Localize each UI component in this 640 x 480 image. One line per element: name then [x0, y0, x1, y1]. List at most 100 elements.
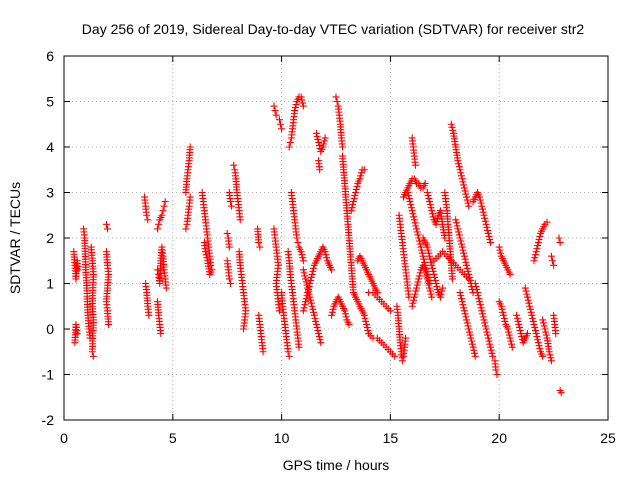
- data-point: [304, 289, 312, 297]
- data-point: [301, 301, 309, 309]
- data-point: [461, 187, 469, 195]
- data-point: [529, 314, 537, 322]
- data-point: [478, 307, 486, 315]
- data-point: [315, 333, 323, 341]
- data-point: [501, 317, 509, 325]
- data-point: [467, 334, 475, 342]
- data-point: [468, 337, 476, 345]
- data-point: [256, 243, 264, 251]
- data-point: [454, 225, 462, 233]
- data-point: [428, 261, 436, 269]
- data-point: [476, 193, 484, 201]
- data-point: [460, 181, 468, 189]
- data-point: [315, 330, 323, 338]
- data-point: [295, 343, 303, 351]
- data-point: [480, 211, 488, 219]
- x-tick-label: 20: [491, 430, 507, 446]
- data-point: [540, 322, 548, 330]
- data-point: [426, 201, 434, 209]
- data-point: [457, 292, 465, 300]
- data-point: [294, 239, 302, 247]
- data-point: [162, 284, 170, 292]
- data-point: [332, 93, 340, 101]
- data-point: [480, 316, 488, 324]
- data-point: [434, 214, 442, 222]
- data-point: [476, 301, 484, 309]
- data-point: [472, 283, 480, 291]
- data-point: [352, 189, 360, 196]
- chart-title: Day 256 of 2019, Sidereal Day-to-day VTE…: [82, 21, 585, 37]
- data-point: [489, 352, 497, 360]
- data-point: [302, 278, 310, 286]
- data-point: [426, 287, 434, 295]
- data-point: [204, 257, 212, 265]
- data-point: [473, 289, 481, 297]
- data-point: [310, 308, 318, 316]
- data-point: [492, 366, 500, 374]
- data-point: [485, 337, 493, 345]
- data-point: [421, 179, 429, 187]
- data-point: [360, 166, 368, 174]
- data-point: [473, 286, 481, 294]
- data-point: [555, 234, 563, 242]
- data-point: [534, 336, 542, 344]
- data-point: [425, 249, 433, 257]
- data-point: [535, 236, 543, 244]
- data-point: [459, 246, 467, 254]
- data-point: [459, 301, 467, 309]
- data-point: [413, 228, 421, 236]
- data-point: [406, 198, 414, 206]
- data-point: [299, 307, 307, 315]
- data-point: [542, 331, 550, 339]
- data-point: [430, 270, 438, 278]
- data-point: [547, 354, 555, 362]
- data-point: [353, 182, 361, 190]
- data-point: [272, 111, 280, 119]
- data-point: [465, 325, 473, 333]
- data-point: [422, 269, 430, 277]
- data-point: [455, 231, 463, 239]
- data-point: [297, 248, 305, 256]
- data-point: [457, 295, 465, 303]
- data-point: [462, 190, 470, 198]
- data-point: [484, 229, 492, 237]
- data-point: [405, 195, 413, 203]
- data-point: [342, 313, 350, 321]
- y-tick-label: 1: [46, 276, 54, 292]
- data-points: [70, 93, 565, 397]
- data-point: [421, 266, 429, 274]
- data-point: [508, 340, 516, 348]
- data-point: [463, 316, 471, 324]
- data-point: [531, 323, 539, 331]
- data-point: [429, 267, 437, 275]
- data-point: [161, 198, 169, 206]
- data-point: [424, 192, 432, 200]
- data-point: [363, 323, 371, 331]
- data-point: [483, 328, 491, 336]
- data-point: [529, 317, 537, 325]
- data-point: [313, 132, 321, 140]
- data-point: [428, 210, 436, 218]
- data-point: [299, 266, 307, 274]
- data-point: [284, 348, 292, 356]
- data-point: [549, 257, 557, 265]
- data-point: [456, 234, 464, 242]
- data-point: [484, 226, 492, 234]
- data-point: [423, 189, 431, 196]
- data-point: [453, 222, 461, 230]
- data-point: [484, 331, 492, 339]
- data-point: [532, 248, 540, 256]
- data-point: [498, 305, 506, 313]
- data-point: [298, 96, 306, 104]
- data-point: [465, 202, 473, 210]
- data-point: [298, 251, 306, 259]
- y-tick-label: -2: [42, 412, 55, 428]
- data-point: [514, 317, 522, 325]
- data-point: [259, 348, 267, 356]
- data-point: [291, 107, 299, 115]
- data-point: [362, 317, 370, 325]
- data-point: [432, 220, 440, 228]
- data-point: [452, 219, 460, 227]
- data-point: [426, 198, 434, 206]
